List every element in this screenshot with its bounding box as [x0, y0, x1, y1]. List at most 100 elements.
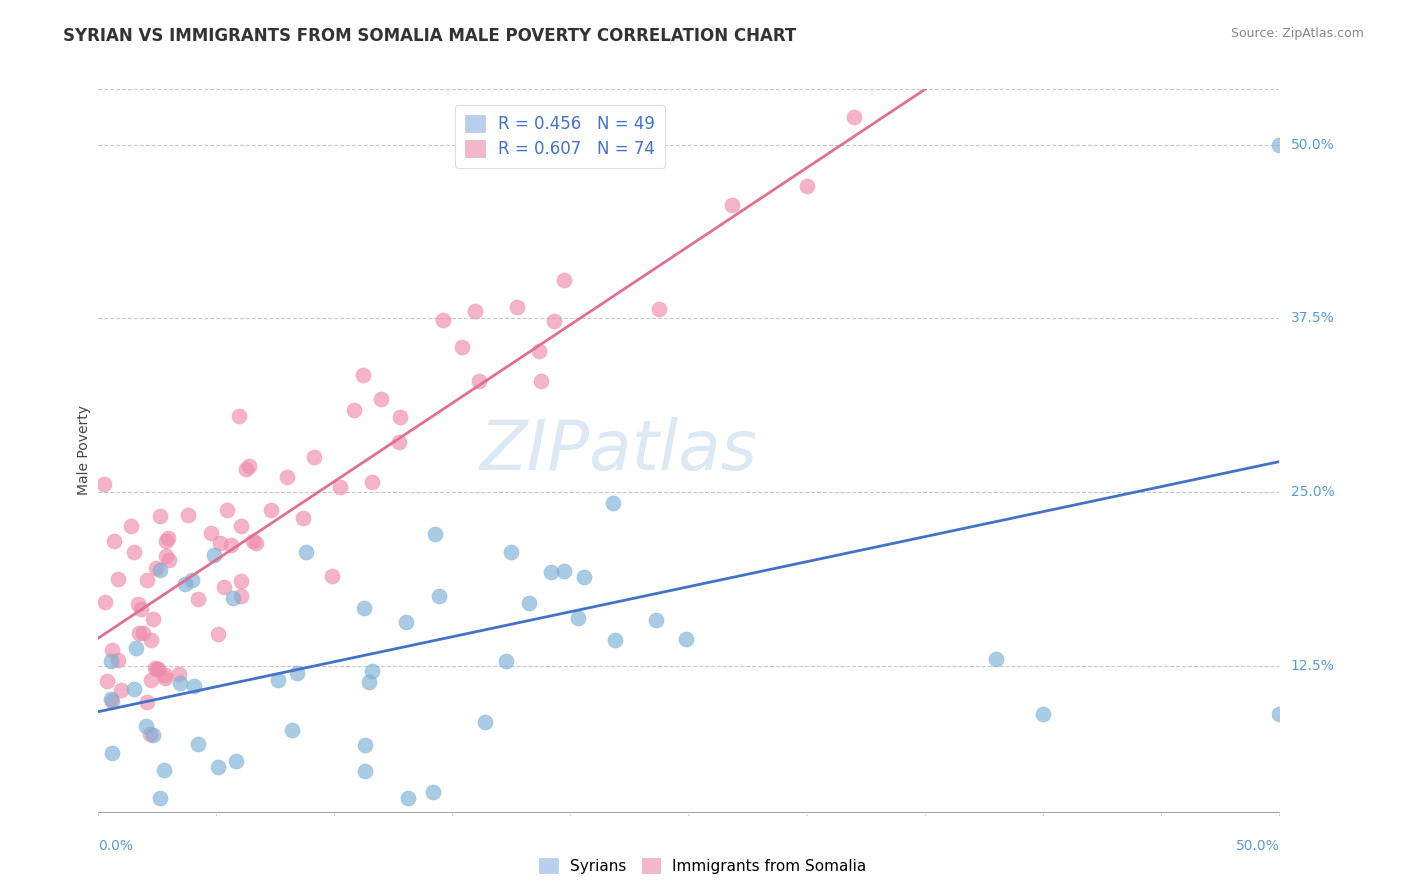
Point	[142, 612, 165, 626]
Point	[132, 625, 155, 640]
Point	[529, 344, 551, 359]
Point	[540, 565, 562, 579]
Point	[212, 580, 235, 594]
Point	[142, 728, 165, 742]
Point	[292, 510, 315, 524]
Point	[143, 661, 166, 675]
Point	[260, 503, 283, 517]
Point	[796, 178, 818, 193]
Text: 0.0%: 0.0%	[98, 839, 134, 854]
Point	[389, 409, 412, 424]
Point	[567, 611, 589, 625]
Point	[101, 643, 124, 657]
Point	[100, 654, 122, 668]
Point	[553, 273, 575, 287]
Point	[329, 480, 352, 494]
Point	[395, 615, 418, 629]
Point	[169, 675, 191, 690]
Point	[167, 666, 190, 681]
Point	[177, 508, 200, 522]
Point	[467, 374, 489, 388]
Point	[231, 574, 253, 589]
Point	[361, 475, 384, 490]
Point	[675, 632, 697, 646]
Point	[174, 577, 197, 591]
Point	[353, 764, 375, 778]
Point	[370, 392, 392, 407]
Point	[422, 784, 444, 798]
Point	[245, 536, 267, 550]
Point	[267, 673, 290, 688]
Point	[149, 563, 172, 577]
Point	[94, 595, 117, 609]
Point	[229, 589, 252, 603]
Point	[153, 668, 176, 682]
Point	[135, 573, 157, 587]
Point	[295, 544, 318, 558]
Point	[572, 570, 595, 584]
Legend: Syrians, Immigrants from Somalia: Syrians, Immigrants from Somalia	[533, 852, 873, 880]
Point	[388, 435, 411, 450]
Text: Source: ZipAtlas.com: Source: ZipAtlas.com	[1230, 27, 1364, 40]
Point	[219, 538, 242, 552]
Point	[648, 301, 671, 316]
Point	[122, 682, 145, 697]
Point	[285, 665, 308, 680]
Point	[423, 527, 446, 541]
Point	[155, 671, 177, 685]
Point	[129, 602, 152, 616]
Point	[110, 682, 132, 697]
Point	[451, 341, 474, 355]
Text: 50.0%: 50.0%	[1291, 137, 1334, 152]
Point	[127, 597, 149, 611]
Point	[1268, 137, 1291, 152]
Point	[242, 533, 264, 548]
Point	[495, 654, 517, 668]
Point	[215, 503, 238, 517]
Point	[107, 573, 129, 587]
Point	[602, 496, 624, 510]
Point	[427, 589, 450, 603]
Point	[209, 536, 232, 550]
Point	[207, 627, 229, 641]
Point	[844, 110, 866, 124]
Y-axis label: Male Poverty: Male Poverty	[77, 406, 91, 495]
Point	[229, 519, 252, 533]
Point	[146, 661, 169, 675]
Text: 25.0%: 25.0%	[1291, 485, 1334, 500]
Point	[644, 613, 666, 627]
Point	[180, 573, 202, 587]
Point	[396, 790, 419, 805]
Point	[235, 462, 257, 476]
Point	[187, 592, 209, 607]
Text: 50.0%: 50.0%	[1236, 839, 1279, 854]
Point	[202, 548, 225, 562]
Point	[135, 718, 157, 732]
Point	[343, 403, 366, 417]
Point	[353, 601, 375, 615]
Point	[120, 519, 142, 533]
Point	[721, 198, 744, 212]
Point	[146, 662, 169, 676]
Point	[276, 470, 298, 484]
Point	[352, 368, 374, 383]
Text: ZIPatlas: ZIPatlas	[479, 417, 756, 484]
Point	[200, 525, 222, 540]
Text: SYRIAN VS IMMIGRANTS FROM SOMALIA MALE POVERTY CORRELATION CHART: SYRIAN VS IMMIGRANTS FROM SOMALIA MALE P…	[63, 27, 797, 45]
Point	[149, 790, 172, 805]
Point	[353, 739, 375, 753]
Point	[135, 695, 157, 709]
Point	[128, 626, 150, 640]
Point	[207, 759, 229, 773]
Point	[1268, 707, 1291, 722]
Point	[984, 652, 1007, 666]
Point	[183, 680, 205, 694]
Point	[141, 673, 163, 687]
Point	[101, 746, 124, 760]
Point	[357, 674, 380, 689]
Point	[228, 409, 250, 424]
Point	[187, 737, 209, 751]
Point	[93, 476, 115, 491]
Point	[139, 633, 162, 648]
Point	[157, 553, 180, 567]
